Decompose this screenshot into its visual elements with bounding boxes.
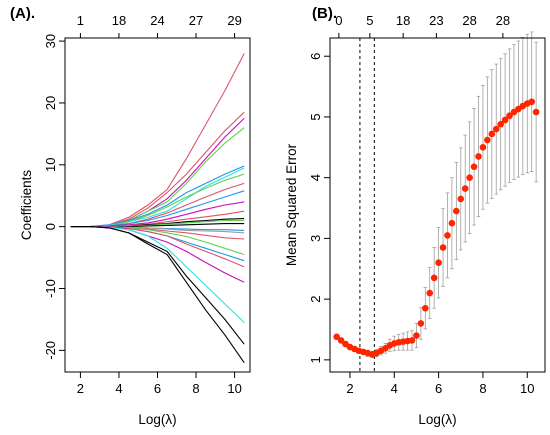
- y-tick-label: 0: [43, 223, 58, 230]
- mse-point: [444, 232, 451, 239]
- y-tick-label: 4: [308, 174, 323, 181]
- top-tick-label: 18: [112, 13, 126, 28]
- mse-point: [413, 332, 420, 339]
- mse-point: [417, 320, 425, 327]
- x-tick-label: 2: [346, 381, 353, 396]
- mse-point: [408, 337, 416, 344]
- y-axis-title: Mean Squared Error: [284, 143, 299, 266]
- x-tick-label: 8: [479, 381, 486, 396]
- x-tick-label: 10: [227, 381, 241, 396]
- top-tick-label: 5: [366, 13, 373, 28]
- mse-point: [497, 120, 504, 128]
- mse-point: [475, 153, 482, 160]
- y-tick-label: -20: [43, 341, 58, 360]
- mse-point: [532, 108, 540, 116]
- x-axis-title: Log(λ): [138, 412, 176, 427]
- x-tick-label: 6: [154, 381, 161, 396]
- coefficient-path-18: [70, 226, 245, 256]
- mse-point: [453, 207, 460, 215]
- y-tick-label: 6: [308, 53, 323, 60]
- mse-point: [528, 98, 536, 106]
- coefficient-path-22: [70, 226, 245, 323]
- y-tick-label: 10: [43, 158, 58, 172]
- coefficient-path-24: [70, 226, 245, 364]
- mse-point: [501, 116, 509, 124]
- y-tick-label: 20: [43, 96, 58, 110]
- mse-point: [435, 259, 442, 266]
- mse-point: [337, 337, 345, 344]
- top-tick-label: 1: [77, 13, 84, 28]
- y-tick-label: 3: [308, 235, 323, 242]
- mse-point: [488, 130, 496, 138]
- top-tick-label: 28: [496, 13, 510, 28]
- mse-point: [506, 112, 513, 120]
- y-axis-title: Coefficients: [19, 170, 34, 241]
- y-tick-label: 1: [308, 356, 323, 363]
- mse-point: [422, 304, 429, 312]
- coefficient-path-21: [70, 226, 245, 283]
- top-tick-label: 27: [189, 13, 203, 28]
- mse-point: [479, 144, 487, 151]
- error-bars: [334, 31, 538, 358]
- x-tick-label: 2: [77, 381, 84, 396]
- top-tick-label: 24: [150, 13, 164, 28]
- x-tick-label: 6: [435, 381, 442, 396]
- y-tick-label: 30: [43, 34, 58, 48]
- mse-point: [430, 274, 438, 282]
- top-tick-label: 28: [462, 13, 476, 28]
- mse-point: [492, 125, 500, 133]
- y-tick-label: -10: [43, 279, 58, 298]
- x-tick-label: 10: [520, 381, 534, 396]
- mse-point: [470, 163, 478, 171]
- mse-point: [457, 195, 465, 203]
- mse-point: [448, 219, 456, 227]
- panel-label: (B).: [312, 5, 337, 22]
- coefficient-path-3: [70, 118, 245, 228]
- top-tick-label: 29: [227, 13, 241, 28]
- top-tick-label: 18: [396, 13, 410, 28]
- x-tick-label: 4: [391, 381, 398, 396]
- x-axis-title: Log(λ): [418, 412, 456, 427]
- mse-point: [426, 289, 434, 297]
- mse-points: [333, 98, 540, 358]
- mse-point: [466, 174, 473, 181]
- x-tick-label: 8: [192, 381, 199, 396]
- mse-point: [333, 333, 340, 341]
- mse-point: [439, 244, 447, 251]
- coefficient-paths: [70, 53, 245, 364]
- lambda-reference-lines: [359, 38, 375, 372]
- panel-label: (A).: [10, 5, 35, 22]
- y-tick-label: 5: [308, 113, 323, 120]
- y-tick-label: 2: [308, 296, 323, 303]
- mse-point: [484, 136, 491, 144]
- top-tick-label: 23: [429, 13, 443, 28]
- top-tick-label: 0: [335, 13, 342, 28]
- x-tick-label: 4: [115, 381, 122, 396]
- plot-frame: [329, 37, 546, 373]
- mse-point: [461, 185, 469, 192]
